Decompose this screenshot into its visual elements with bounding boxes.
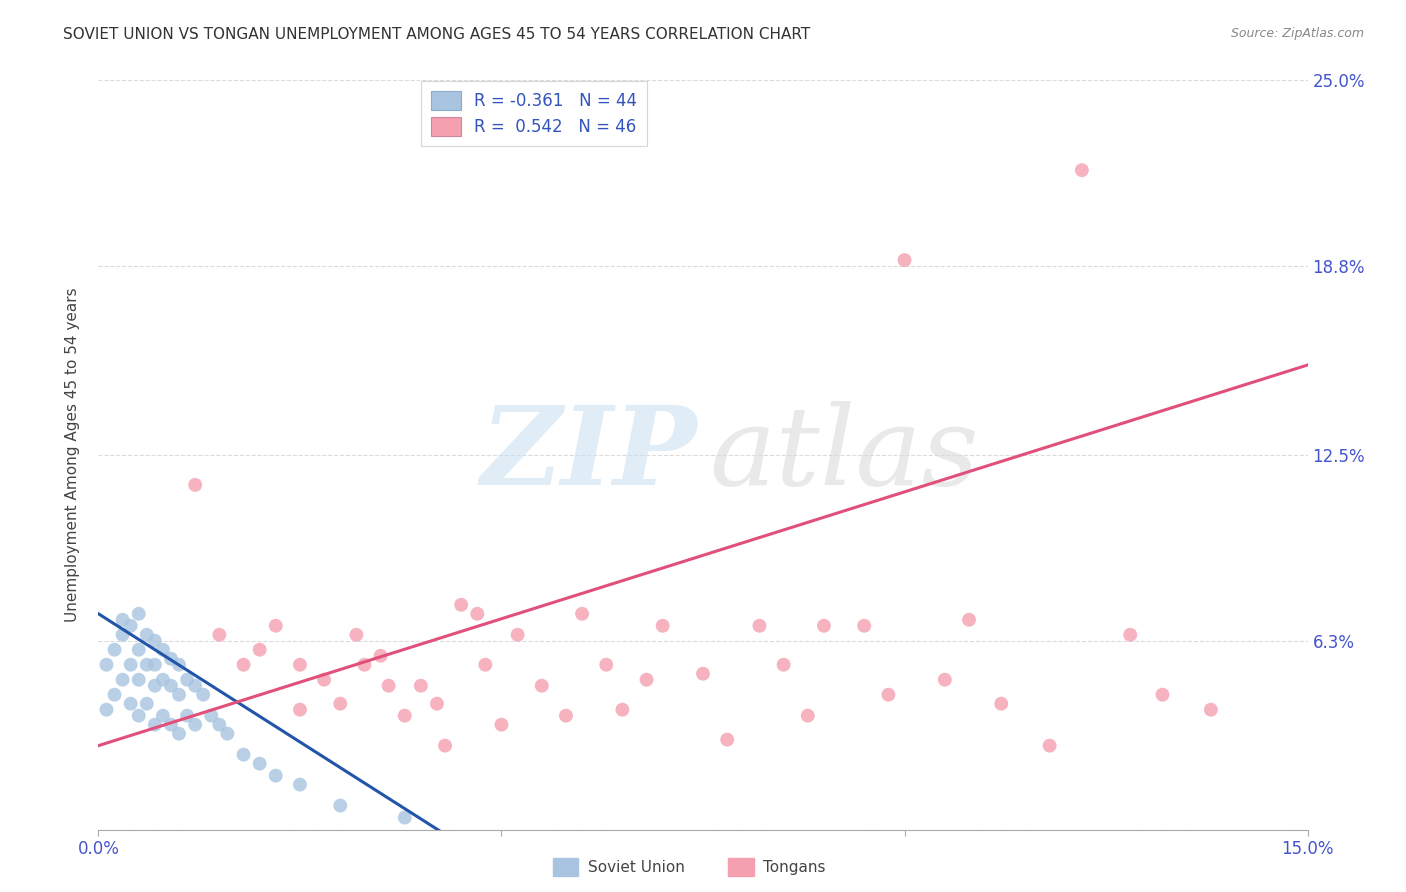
Point — [249, 756, 271, 771]
Point — [128, 673, 150, 687]
Point — [1070, 163, 1092, 178]
Point — [288, 778, 311, 792]
Point — [353, 657, 375, 672]
Point — [96, 657, 118, 672]
Legend: R = -0.361   N = 44, R =  0.542   N = 46: R = -0.361 N = 44, R = 0.542 N = 46 — [420, 81, 647, 146]
Point — [530, 679, 553, 693]
Point — [111, 673, 134, 687]
Point — [111, 613, 134, 627]
Point — [474, 657, 496, 672]
Y-axis label: Unemployment Among Ages 45 to 54 years: Unemployment Among Ages 45 to 54 years — [65, 287, 80, 623]
Text: Soviet Union: Soviet Union — [588, 860, 685, 874]
Point — [143, 679, 166, 693]
Text: Source: ZipAtlas.com: Source: ZipAtlas.com — [1230, 27, 1364, 40]
Point — [934, 673, 956, 687]
Point — [167, 726, 190, 740]
Point — [595, 657, 617, 672]
Point — [394, 708, 416, 723]
Point — [135, 657, 157, 672]
Point — [128, 642, 150, 657]
Point — [143, 717, 166, 731]
Point — [152, 708, 174, 723]
Point — [748, 619, 770, 633]
Point — [232, 657, 254, 672]
Point — [160, 717, 183, 731]
Point — [555, 708, 578, 723]
Point — [409, 679, 432, 693]
Point — [249, 642, 271, 657]
Point — [128, 708, 150, 723]
Point — [893, 253, 915, 268]
Point — [370, 648, 392, 663]
Point — [491, 717, 513, 731]
Point — [120, 697, 142, 711]
Point — [184, 717, 207, 731]
Point — [288, 657, 311, 672]
Text: ZIP: ZIP — [481, 401, 697, 508]
Point — [434, 739, 457, 753]
Point — [450, 598, 472, 612]
Point — [394, 811, 416, 825]
Point — [184, 478, 207, 492]
Point — [1152, 688, 1174, 702]
Point — [344, 628, 367, 642]
Point — [957, 613, 980, 627]
Point — [571, 607, 593, 621]
Point — [288, 703, 311, 717]
Point — [636, 673, 658, 687]
Point — [160, 651, 183, 665]
Point — [329, 697, 352, 711]
Text: atlas: atlas — [709, 401, 979, 508]
Point — [143, 657, 166, 672]
Point — [120, 619, 142, 633]
Point — [1039, 739, 1062, 753]
Point — [193, 688, 215, 702]
Point — [208, 717, 231, 731]
Point — [990, 697, 1012, 711]
Point — [232, 747, 254, 762]
Point — [120, 657, 142, 672]
Point — [651, 619, 673, 633]
Point — [853, 619, 876, 633]
Point — [167, 688, 190, 702]
Point — [143, 633, 166, 648]
Point — [184, 679, 207, 693]
Point — [314, 673, 336, 687]
Point — [111, 628, 134, 642]
Point — [1119, 628, 1142, 642]
Point — [217, 726, 239, 740]
Point — [264, 769, 287, 783]
Point — [772, 657, 794, 672]
Point — [208, 628, 231, 642]
Point — [329, 798, 352, 813]
Point — [152, 642, 174, 657]
Point — [200, 708, 222, 723]
Point — [426, 697, 449, 711]
Point — [377, 679, 399, 693]
Point — [692, 666, 714, 681]
Point — [797, 708, 820, 723]
Point — [160, 679, 183, 693]
Point — [465, 607, 488, 621]
Point — [103, 642, 125, 657]
Point — [176, 673, 198, 687]
Point — [264, 619, 287, 633]
Point — [103, 688, 125, 702]
Point — [1199, 703, 1222, 717]
Point — [176, 708, 198, 723]
Point — [135, 697, 157, 711]
Point — [135, 628, 157, 642]
Point — [716, 732, 738, 747]
Point — [167, 657, 190, 672]
Point — [152, 673, 174, 687]
Point — [612, 703, 634, 717]
Point — [877, 688, 900, 702]
Text: SOVIET UNION VS TONGAN UNEMPLOYMENT AMONG AGES 45 TO 54 YEARS CORRELATION CHART: SOVIET UNION VS TONGAN UNEMPLOYMENT AMON… — [63, 27, 810, 42]
Text: Tongans: Tongans — [763, 860, 825, 874]
Point — [96, 703, 118, 717]
Point — [128, 607, 150, 621]
Point — [813, 619, 835, 633]
Point — [506, 628, 529, 642]
